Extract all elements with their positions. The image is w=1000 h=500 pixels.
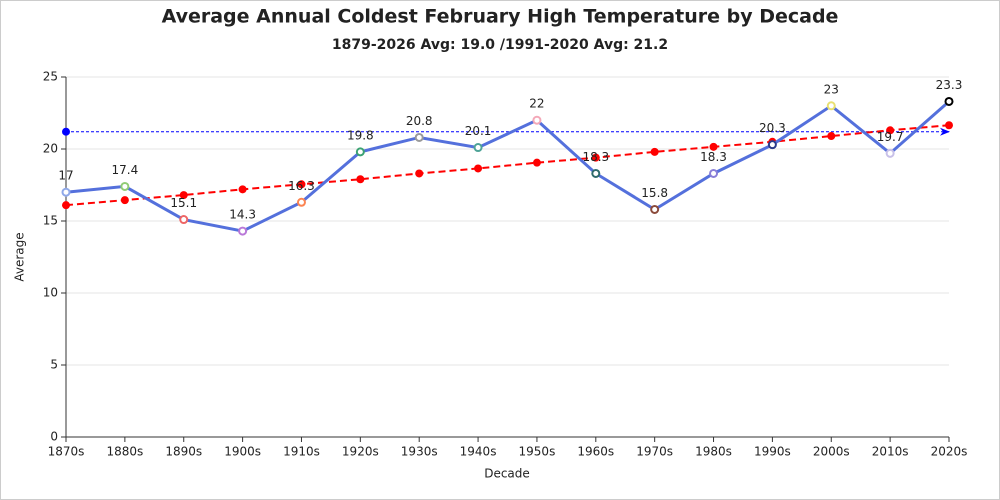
x-tick-label: 1890s xyxy=(165,445,202,459)
data-label: 20.1 xyxy=(465,124,492,138)
x-tick-label: 1960s xyxy=(577,445,614,459)
data-point xyxy=(179,191,188,200)
x-tick-label: 1920s xyxy=(342,445,379,459)
data-point xyxy=(61,187,71,197)
reference-start xyxy=(62,127,70,136)
series-line xyxy=(65,124,950,207)
data-point xyxy=(767,140,777,150)
data-point xyxy=(414,132,424,142)
data-point xyxy=(650,204,660,214)
data-point xyxy=(885,148,895,158)
data-label: 19.7 xyxy=(877,130,904,144)
y-tick-label: 20 xyxy=(43,142,58,156)
data-point xyxy=(473,143,483,153)
data-label: 20.3 xyxy=(759,121,786,135)
data-point xyxy=(650,147,659,156)
data-point xyxy=(120,196,129,205)
x-tick-label: 1990s xyxy=(754,445,791,459)
data-point xyxy=(944,96,954,106)
x-tick-label: 1910s xyxy=(283,445,320,459)
data-label: 14.3 xyxy=(229,208,256,222)
data-point xyxy=(827,132,836,141)
data-point xyxy=(120,181,130,191)
data-point xyxy=(709,142,718,151)
x-axis-label: Decade xyxy=(484,467,530,481)
x-tick-label: 1870s xyxy=(48,445,85,459)
y-tick-label: 10 xyxy=(43,286,58,300)
x-tick-label: 1940s xyxy=(460,445,497,459)
data-point xyxy=(297,180,306,189)
data-point xyxy=(532,158,541,167)
y-tick-label: 0 xyxy=(50,430,58,444)
x-tick-label: 1970s xyxy=(636,445,673,459)
y-tick-label: 15 xyxy=(43,214,58,228)
data-point xyxy=(826,101,836,111)
x-tick-label: 1900s xyxy=(224,445,261,459)
chart-title: Average Annual Coldest February High Tem… xyxy=(162,6,839,28)
data-point xyxy=(886,126,895,135)
data-point xyxy=(945,121,953,130)
x-tick-label: 1880s xyxy=(106,445,143,459)
data-point xyxy=(238,185,247,194)
x-tick-label: 1980s xyxy=(695,445,732,459)
data-label: 22 xyxy=(529,97,544,111)
x-tick-label: 2010s xyxy=(872,445,909,459)
data-point xyxy=(296,197,306,207)
data-point xyxy=(591,168,601,178)
data-point xyxy=(591,153,600,162)
x-tick-label: 2020s xyxy=(931,445,968,459)
series-line xyxy=(65,100,950,233)
x-tick-label: 1930s xyxy=(401,445,438,459)
data-label: 18.3 xyxy=(700,150,727,164)
data-label: 18.3 xyxy=(582,150,609,164)
data-point xyxy=(356,175,365,184)
data-label: 15.1 xyxy=(170,196,197,210)
data-point xyxy=(62,201,70,210)
data-label: 23 xyxy=(824,82,839,96)
data-point xyxy=(474,164,483,173)
data-label: 17.4 xyxy=(112,163,139,177)
y-axis-label: Average xyxy=(13,232,27,281)
data-label: 19.8 xyxy=(347,128,374,142)
x-tick-label: 1950s xyxy=(519,445,556,459)
x-tick-label: 2000s xyxy=(813,445,850,459)
data-label: 15.8 xyxy=(641,186,668,200)
data-label: 16.3 xyxy=(288,179,315,193)
data-point xyxy=(532,115,542,125)
data-point xyxy=(709,168,719,178)
data-label: 20.8 xyxy=(406,114,433,128)
y-tick-label: 5 xyxy=(50,358,58,372)
y-tick-label: 25 xyxy=(43,70,58,84)
data-point xyxy=(355,147,365,157)
chart-subtitle: 1879-2026 Avg: 19.0 /1991-2020 Avg: 21.2 xyxy=(332,37,668,53)
data-label: 23.3 xyxy=(936,78,963,92)
data-label: 17 xyxy=(58,169,73,183)
data-point xyxy=(415,169,424,178)
data-point xyxy=(179,215,189,225)
data-point xyxy=(238,226,248,236)
